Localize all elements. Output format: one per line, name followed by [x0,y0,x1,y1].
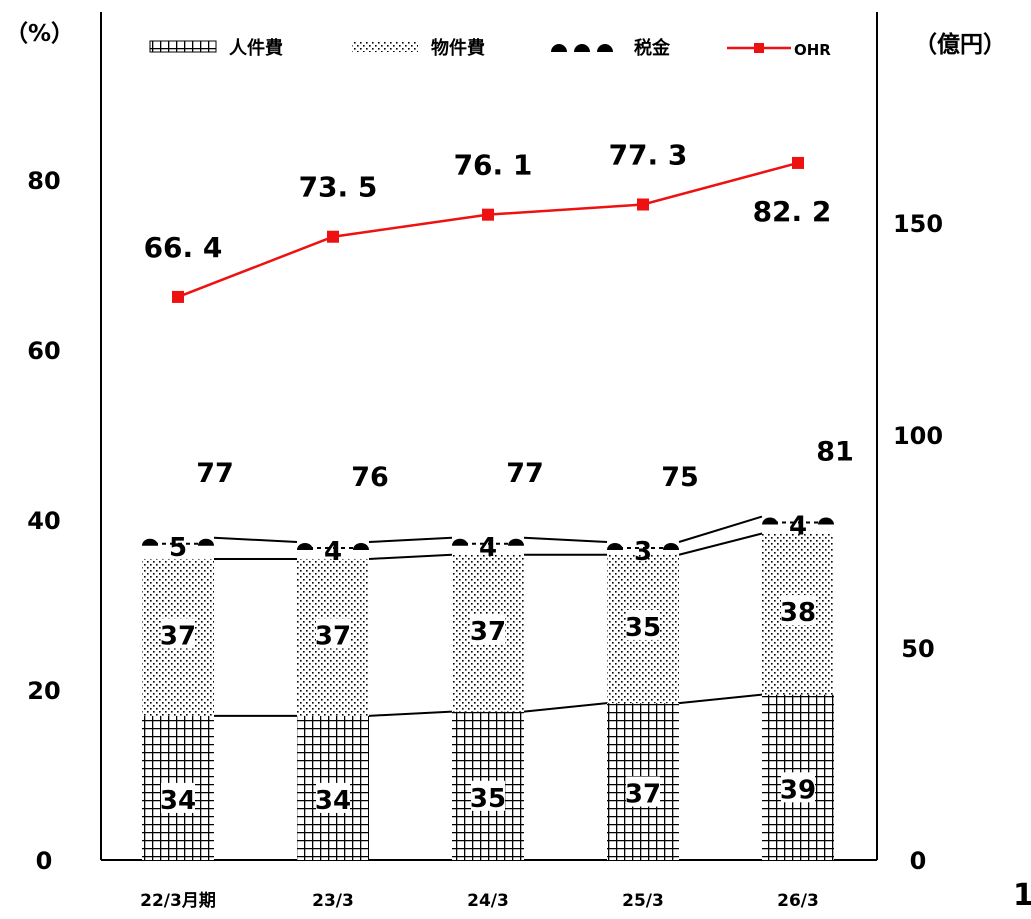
right-tick-label: 100 [893,422,943,450]
materials-value-label-bg [471,614,505,645]
tax-value-label: 4 [324,537,342,567]
category-labels: 22/3月期 23/3 24/3 25/3 26/3 [140,891,819,911]
personnel-value-label-bg [626,776,660,807]
legend-swatch-tax [551,44,613,52]
connector-materials [368,553,453,560]
left-tick-label: 20 [27,677,60,705]
connector-personnel [678,693,763,705]
materials-value-label: 37 [160,621,196,651]
total-value-label: 77 [506,458,544,489]
right-axis-unit: （億円） [914,31,1006,58]
segment-connectors [213,515,763,717]
segment-labels: 34 37 5 34 37 4 35 37 4 37 35 3 39 38 4 [160,512,816,816]
personnel-value-label: 37 [625,780,661,810]
right-tick-label: 50 [901,635,934,663]
legend-swatch-ohr-marker [754,43,764,53]
personnel-value-label-bg [471,780,505,811]
left-tick-label: 0 [36,847,53,875]
bar-segment-tax [607,543,679,550]
corner-page-mark: 1 [1013,878,1031,913]
bar-segment-tax [452,538,524,546]
ohr-value-label: 82. 2 [753,195,832,228]
legend-label-tax: 税金 [634,37,671,59]
left-tick-label: 40 [27,507,60,535]
ohr-point [637,198,649,211]
ohr-point [792,156,804,169]
personnel-value-label: 35 [470,784,506,814]
materials-value-label-bg [316,618,350,649]
category-label: 26/3 [777,891,819,911]
connector-tax [678,515,763,543]
connector-materials [678,532,763,556]
ohr-value-label: 73. 5 [299,171,378,204]
ohr-point [172,290,184,303]
tax-value-label: 3 [634,537,652,567]
connector-personnel [523,702,608,713]
total-value-label: 75 [661,462,699,493]
ohr-value-label: 77. 3 [609,138,688,171]
materials-value-label-bg [781,595,815,626]
materials-value-label-bg [626,609,660,640]
personnel-value-label-bg [781,772,815,803]
left-axis-unit: （%） [5,20,74,47]
personnel-value-label: 39 [780,775,816,805]
tax-value-label: 4 [479,533,497,563]
personnel-value-label-bg [161,782,195,813]
tax-value-label: 4 [789,512,807,542]
bar-segment-tax [142,538,214,546]
ohr-line-series: 66. 4 73. 5 76. 1 77. 3 82. 2 [144,138,832,303]
left-axis-ticks: 0 20 40 60 80 [27,167,60,875]
right-tick-label: 150 [893,210,943,238]
materials-value-label: 35 [625,613,661,643]
personnel-value-label: 34 [315,786,351,816]
category-label: 25/3 [622,891,664,911]
tax-value-label: 5 [169,533,187,563]
left-tick-label: 80 [27,167,60,195]
ohr-value-label: 76. 1 [454,149,533,182]
category-label: 22/3月期 [140,891,216,911]
ohr-value-label: 66. 4 [144,231,223,264]
ohr-point [327,230,339,243]
left-tick-label: 60 [27,337,60,365]
connector-tax [368,536,453,543]
materials-value-label: 37 [470,617,506,647]
total-value-label: 77 [196,458,234,489]
connector-personnel [368,710,453,717]
personnel-value-label-bg [316,782,350,813]
total-value-label: 81 [816,437,854,468]
materials-value-label: 37 [315,621,351,651]
right-axis-ticks: 0 50 100 150 [893,210,943,875]
total-labels: 77 76 77 75 81 [196,437,854,493]
legend: 人件費 物件費 税金 OHR [149,37,831,59]
total-value-label: 76 [351,462,389,493]
ohr-line [177,161,799,299]
category-label: 23/3 [312,891,354,911]
ohr-point [482,208,494,221]
right-tick-label: 0 [910,847,927,875]
connector-tax [523,536,608,543]
legend-label-personnel: 人件費 [229,37,283,59]
personnel-value-label: 34 [160,786,196,816]
legend-label-materials: 物件費 [431,37,485,59]
connector-tax [213,536,298,543]
legend-swatch-personnel [149,40,217,53]
legend-swatch-materials [352,41,418,52]
bars [142,517,834,860]
bar-segment-tax [762,517,834,525]
materials-value-label: 38 [780,598,816,628]
legend-label-ohr: OHR [794,41,831,59]
category-label: 24/3 [467,891,509,911]
bar-segment-tax [297,543,369,550]
materials-value-label-bg [161,618,195,649]
